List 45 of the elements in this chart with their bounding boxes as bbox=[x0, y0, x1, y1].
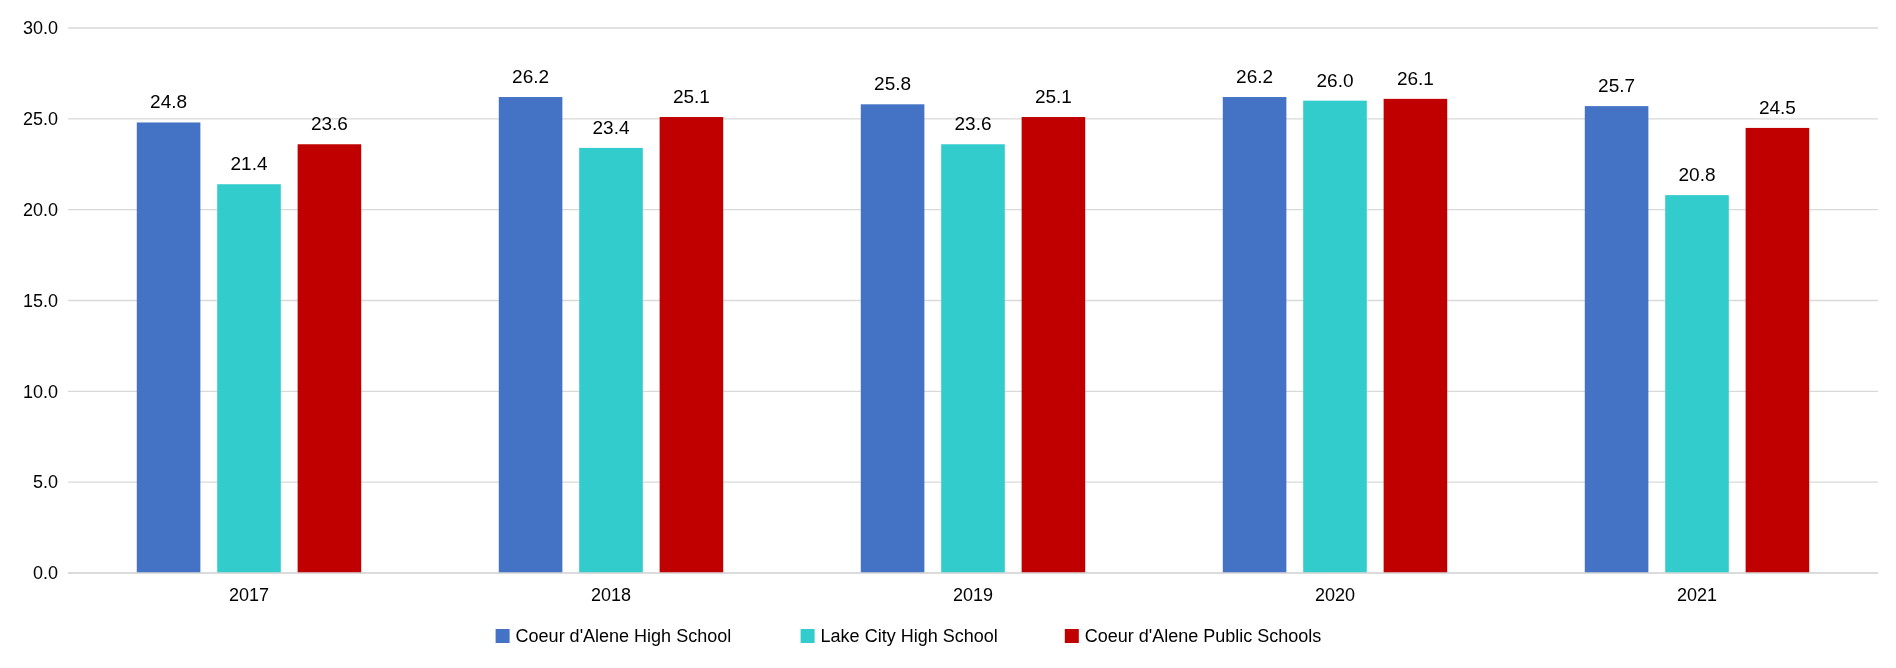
y-tick-label: 15.0 bbox=[22, 290, 58, 311]
legend-label: Coeur d'Alene Public Schools bbox=[1084, 626, 1322, 647]
y-tick-label: 5.0 bbox=[32, 472, 58, 493]
bar bbox=[941, 144, 1005, 573]
bar bbox=[1383, 98, 1448, 573]
data-label: 23.4 bbox=[592, 116, 630, 138]
x-tick-label: 2018 bbox=[590, 585, 632, 605]
y-tick-label: 25.0 bbox=[22, 109, 58, 130]
bar bbox=[1665, 195, 1729, 573]
bar bbox=[860, 104, 925, 573]
y-tick-label: 0.0 bbox=[32, 563, 58, 584]
y-tick-label: 20.0 bbox=[22, 199, 58, 220]
data-label: 20.8 bbox=[1678, 164, 1716, 186]
x-tick-label: 2021 bbox=[1676, 585, 1718, 605]
data-label: 25.7 bbox=[1598, 75, 1636, 97]
bar bbox=[659, 117, 724, 573]
data-label: 26.1 bbox=[1396, 67, 1434, 89]
data-label: 23.6 bbox=[954, 113, 992, 135]
y-tick-label: 10.0 bbox=[22, 381, 58, 402]
data-label: 26.2 bbox=[512, 66, 550, 88]
bar bbox=[1021, 117, 1086, 573]
bar bbox=[1584, 106, 1649, 573]
x-tick-label: 2017 bbox=[228, 585, 270, 605]
data-label: 26.2 bbox=[1236, 66, 1274, 88]
legend-label: Coeur d'Alene High School bbox=[515, 626, 732, 647]
bar bbox=[217, 184, 281, 573]
data-label: 23.6 bbox=[310, 113, 348, 135]
bar bbox=[136, 122, 201, 573]
y-tick-label: 30.0 bbox=[22, 18, 58, 39]
bar bbox=[297, 144, 362, 573]
data-label: 25.1 bbox=[1034, 86, 1072, 108]
x-tick-label: 2020 bbox=[1314, 585, 1356, 605]
data-label: 25.1 bbox=[672, 86, 710, 108]
x-tick-label: 2019 bbox=[952, 585, 994, 605]
data-label: 24.8 bbox=[150, 91, 188, 113]
bar bbox=[1222, 97, 1287, 573]
data-label: 26.0 bbox=[1316, 69, 1354, 91]
legend-label: Lake City High School bbox=[820, 626, 998, 647]
bar bbox=[579, 147, 643, 573]
bar bbox=[498, 97, 563, 573]
data-label: 25.8 bbox=[874, 73, 912, 95]
bar bbox=[1303, 100, 1367, 573]
data-label: 24.5 bbox=[1758, 96, 1796, 118]
data-label: 21.4 bbox=[230, 153, 268, 175]
bar bbox=[1745, 127, 1810, 573]
